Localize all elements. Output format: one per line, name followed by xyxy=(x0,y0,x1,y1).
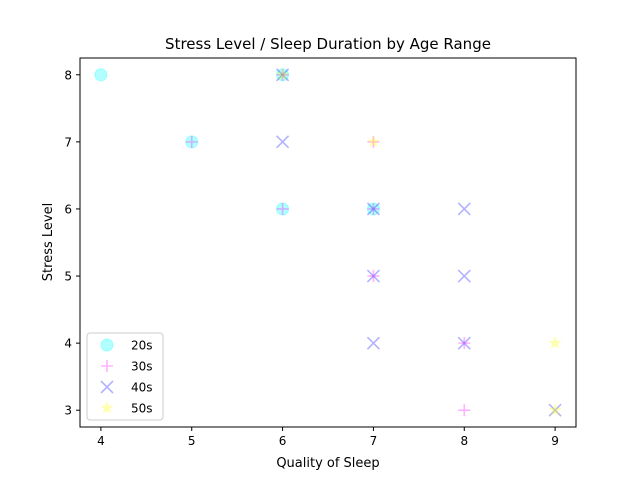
legend-frame xyxy=(86,332,164,421)
data-point-30s xyxy=(458,404,471,417)
legend-marker-50s xyxy=(100,401,114,414)
data-point-20s xyxy=(94,68,108,82)
legend-marker-40s xyxy=(100,380,114,394)
series-30s xyxy=(185,68,471,417)
data-point-40s xyxy=(457,269,471,283)
data-point-50s xyxy=(275,67,290,81)
y-axis-label: Stress Level xyxy=(41,203,56,281)
data-point-50s xyxy=(548,403,562,416)
data-point-30s xyxy=(276,202,289,215)
data-point-30s xyxy=(185,135,198,148)
x-tick-label: 5 xyxy=(188,434,196,448)
y-tick-label: 8 xyxy=(64,68,72,82)
series-50s xyxy=(275,67,562,416)
x-tick-label: 4 xyxy=(97,434,105,448)
plot-area-frame xyxy=(79,57,577,428)
data-point-30s xyxy=(367,270,380,283)
data-point-30s xyxy=(367,135,380,148)
data-point-20s xyxy=(366,202,380,216)
series-40s xyxy=(276,68,562,417)
data-point-40s xyxy=(548,403,562,417)
data-point-40s xyxy=(457,336,471,350)
data-point-40s xyxy=(366,269,380,283)
chart-title: Stress Level / Sleep Duration by Age Ran… xyxy=(165,35,491,53)
legend-label: 20s xyxy=(131,339,153,353)
series-20s xyxy=(94,68,380,216)
data-point-20s xyxy=(185,135,199,149)
data-point-40s xyxy=(276,135,290,149)
data-point-30s xyxy=(367,202,380,215)
x-axis-ticks: 4 5 6 7 8 9 xyxy=(97,427,559,448)
y-tick-label: 3 xyxy=(64,404,72,418)
legend-marker-30s xyxy=(101,360,113,372)
x-tick-label: 9 xyxy=(551,434,559,448)
legend-label: 30s xyxy=(131,360,153,374)
plot-marks xyxy=(94,67,562,417)
data-point-40s xyxy=(366,336,380,350)
y-axis-ticks: 3 4 5 6 7 8 xyxy=(64,68,80,418)
data-point-30s xyxy=(458,337,471,350)
y-tick-label: 7 xyxy=(64,135,72,149)
legend-marker-20s xyxy=(100,338,114,352)
data-point-30s xyxy=(276,68,289,81)
data-point-20s xyxy=(276,202,290,216)
data-point-40s xyxy=(276,68,290,82)
x-tick-label: 8 xyxy=(460,434,468,448)
data-point-40s xyxy=(457,202,471,216)
y-tick-label: 5 xyxy=(64,270,72,284)
legend-label: 40s xyxy=(131,381,153,395)
y-tick-label: 6 xyxy=(64,202,72,216)
y-tick-label: 4 xyxy=(64,337,72,351)
legend: 20s 30s 40s 50s xyxy=(86,332,164,421)
data-point-20s xyxy=(276,68,290,82)
data-point-40s xyxy=(366,202,380,216)
x-axis-label: Quality of Sleep xyxy=(276,456,379,471)
legend-label: 50s xyxy=(131,402,153,416)
x-tick-label: 6 xyxy=(279,434,287,448)
x-tick-label: 7 xyxy=(370,434,378,448)
data-point-50s xyxy=(366,134,381,148)
data-point-50s xyxy=(548,336,562,349)
